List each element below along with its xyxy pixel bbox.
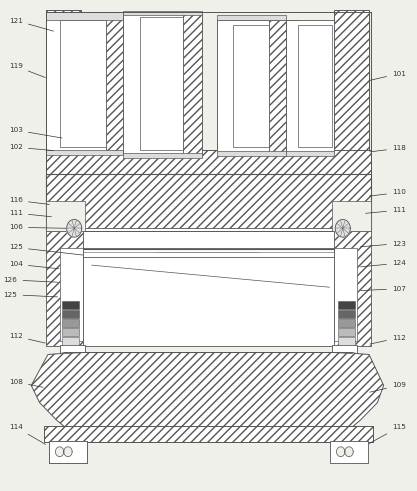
Bar [46,150,129,155]
Bar [83,228,334,346]
Bar [46,12,129,20]
Text: 124: 124 [361,260,406,267]
Text: 121: 121 [9,18,54,31]
Text: 115: 115 [367,424,406,444]
Bar [298,25,332,147]
Bar [338,328,355,336]
Polygon shape [335,219,350,237]
Bar [44,426,373,442]
Bar [83,248,334,257]
Bar [269,20,286,152]
Bar [183,12,202,155]
Bar [332,345,357,354]
Text: 101: 101 [369,71,406,81]
Bar [332,201,371,231]
Bar [338,301,355,309]
Bar [123,11,202,15]
Bar [62,310,79,318]
Bar [330,441,368,463]
Text: 108: 108 [9,379,43,387]
Bar [60,248,83,341]
Text: 114: 114 [9,424,45,444]
Text: 109: 109 [369,382,406,392]
Text: 110: 110 [370,190,406,196]
Polygon shape [31,353,384,442]
Bar [46,228,85,346]
Bar [123,12,202,155]
Bar [217,20,286,152]
Text: 125: 125 [9,245,83,255]
Bar [46,10,81,231]
Text: 106: 106 [9,224,66,230]
Text: 104: 104 [9,261,59,269]
Bar [334,248,357,341]
Bar [338,319,355,327]
Text: 123: 123 [361,241,406,247]
Text: 112: 112 [370,335,406,344]
Bar [60,345,85,354]
Text: 102: 102 [9,144,53,151]
Text: 111: 111 [366,207,406,213]
Text: 118: 118 [370,145,406,152]
Bar [123,12,142,155]
Bar [338,337,355,345]
Text: 125: 125 [4,292,58,298]
Polygon shape [337,447,345,457]
Text: 112: 112 [9,333,45,343]
Bar [286,151,334,156]
Polygon shape [55,447,64,457]
Bar [123,153,202,158]
Bar [217,151,286,156]
Bar [286,20,298,152]
Bar [62,328,79,336]
Text: 107: 107 [361,286,406,292]
Bar [46,201,85,231]
Bar [217,20,234,152]
Bar [46,15,129,152]
Bar [140,17,188,150]
Polygon shape [345,447,353,457]
Bar [81,17,131,152]
Bar [46,150,371,177]
Bar [332,228,371,346]
Bar [49,441,87,463]
Text: 116: 116 [9,197,49,204]
Bar [286,20,334,152]
Text: 103: 103 [9,127,62,138]
Bar [49,441,87,463]
Bar [334,10,369,231]
Bar [106,15,125,152]
Bar [46,15,83,152]
Bar [62,301,79,309]
Polygon shape [67,219,82,237]
Bar [217,15,286,20]
Bar [338,310,355,318]
Bar [46,174,371,231]
Text: 111: 111 [9,210,51,217]
Bar [62,319,79,327]
Bar [62,337,79,345]
Bar [60,20,115,147]
Bar [233,25,270,147]
Text: 126: 126 [4,277,58,283]
Polygon shape [64,447,72,457]
Text: 119: 119 [9,63,45,78]
